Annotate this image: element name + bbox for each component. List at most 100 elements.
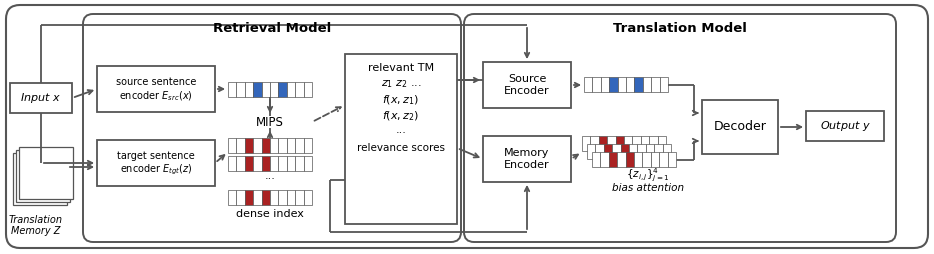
Bar (262, 190, 270, 205)
Text: relevance scores: relevance scores (357, 143, 445, 153)
Bar (304, 138, 312, 153)
Bar (595, 144, 603, 159)
Bar (632, 136, 641, 151)
Bar (262, 138, 270, 153)
Bar (236, 190, 245, 205)
Bar (245, 82, 253, 97)
Text: Retrieval Model: Retrieval Model (213, 22, 332, 35)
Bar (483, 136, 571, 182)
Bar (13, 153, 67, 205)
Text: $f(x, z_1)$: $f(x, z_1)$ (382, 93, 419, 107)
Bar (584, 77, 592, 92)
Bar (16, 150, 70, 202)
Bar (287, 156, 295, 171)
Text: MIPS: MIPS (256, 116, 284, 129)
Bar (236, 138, 245, 153)
Bar (228, 156, 236, 171)
Bar (612, 144, 620, 159)
Bar (295, 156, 304, 171)
Bar (253, 156, 262, 171)
Bar (643, 77, 651, 92)
Bar (262, 82, 270, 97)
Bar (228, 190, 236, 205)
Bar (245, 138, 253, 153)
Bar (601, 77, 609, 92)
Bar (601, 152, 609, 167)
Text: Decoder: Decoder (714, 120, 767, 134)
Text: Translation Model: Translation Model (613, 22, 747, 35)
Text: relevant TM: relevant TM (368, 63, 434, 73)
Bar (616, 136, 624, 151)
Bar (649, 136, 658, 151)
Bar (345, 54, 457, 224)
Bar (659, 77, 668, 92)
Bar (287, 190, 295, 205)
Text: $z_1\ z_2$ ...: $z_1\ z_2$ ... (380, 78, 421, 90)
Text: ...: ... (264, 171, 276, 181)
Bar (587, 144, 595, 159)
Bar (668, 152, 676, 167)
Text: $f(x, z_2)$: $f(x, z_2)$ (382, 109, 419, 123)
Bar (295, 82, 304, 97)
Bar (634, 77, 643, 92)
Bar (19, 147, 73, 199)
Bar (253, 190, 262, 205)
Bar (270, 82, 278, 97)
Bar (228, 82, 236, 97)
Text: dense index: dense index (236, 209, 304, 219)
Bar (270, 138, 278, 153)
Bar (651, 77, 659, 92)
Bar (304, 82, 312, 97)
Bar (617, 77, 626, 92)
Text: target sentence: target sentence (117, 151, 195, 161)
Bar (97, 66, 215, 112)
Bar (304, 156, 312, 171)
Bar (702, 100, 778, 154)
Bar (278, 138, 287, 153)
Bar (278, 190, 287, 205)
Bar (607, 136, 616, 151)
Bar (270, 190, 278, 205)
Text: $\{z_{i,j}\}_{j=1}^4$: $\{z_{i,j}\}_{j=1}^4$ (626, 166, 670, 184)
Bar (637, 144, 645, 159)
Bar (590, 136, 599, 151)
Text: Memory Z: Memory Z (11, 226, 61, 236)
Bar (626, 77, 634, 92)
Text: ...: ... (396, 125, 406, 135)
Text: bias attention: bias attention (612, 183, 684, 193)
Bar (620, 144, 629, 159)
FancyBboxPatch shape (6, 5, 928, 248)
Bar (483, 62, 571, 108)
Bar (659, 152, 668, 167)
Text: $\it{Input}$ $\it{x}$: $\it{Input}$ $\it{x}$ (21, 91, 62, 105)
Bar (624, 136, 632, 151)
Bar (245, 190, 253, 205)
Bar (228, 138, 236, 153)
Bar (97, 140, 215, 186)
Bar (10, 83, 72, 113)
Bar (626, 152, 634, 167)
Text: encoder $E_{tgt}(z)$: encoder $E_{tgt}(z)$ (120, 163, 192, 177)
Bar (599, 136, 607, 151)
Text: encoder $E_{src}(x)$: encoder $E_{src}(x)$ (119, 89, 193, 103)
Bar (645, 144, 654, 159)
Text: Source
Encoder: Source Encoder (504, 74, 550, 96)
Bar (270, 156, 278, 171)
Bar (253, 82, 262, 97)
Text: source sentence: source sentence (116, 77, 196, 87)
Bar (592, 152, 601, 167)
Bar (592, 77, 601, 92)
Bar (603, 144, 612, 159)
FancyBboxPatch shape (83, 14, 461, 242)
Bar (236, 82, 245, 97)
Bar (295, 138, 304, 153)
Bar (609, 152, 617, 167)
Bar (287, 82, 295, 97)
Bar (236, 156, 245, 171)
Bar (641, 136, 649, 151)
Bar (287, 138, 295, 153)
Bar (658, 136, 666, 151)
Text: Memory
Encoder: Memory Encoder (504, 148, 550, 170)
Bar (582, 136, 590, 151)
Bar (654, 144, 662, 159)
